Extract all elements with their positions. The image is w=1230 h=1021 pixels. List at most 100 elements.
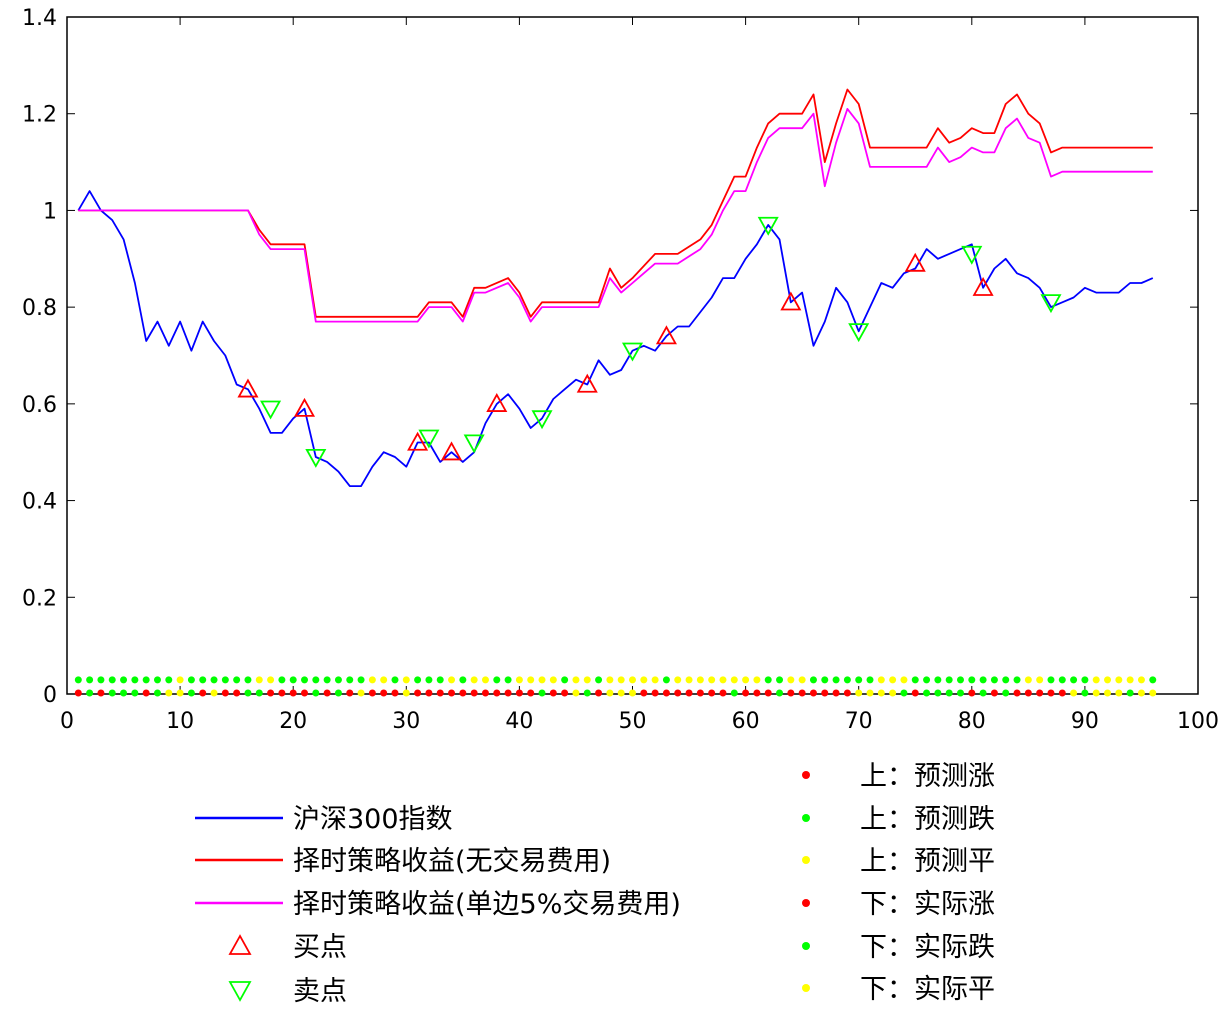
signal-dot-upper (108, 676, 116, 684)
signal-dot-upper (934, 676, 942, 684)
signal-dot-lower (1047, 689, 1055, 697)
signal-dot-upper (753, 676, 761, 684)
signal-dot-upper (1081, 676, 1089, 684)
y-tick-label: 1.2 (22, 103, 57, 128)
signal-dot-lower (357, 689, 365, 697)
signal-dot-upper (448, 676, 456, 684)
legend-label: 下：实际跌 (860, 932, 995, 963)
signal-dot-lower (968, 689, 976, 697)
legend-signal-dot (802, 984, 810, 992)
signal-dot-lower (504, 689, 512, 697)
signal-dot-lower (153, 689, 161, 697)
signal-dot-upper (504, 676, 512, 684)
signal-dot-lower (832, 689, 840, 697)
signal-dot-lower (74, 689, 82, 697)
signal-dot-upper (1070, 676, 1078, 684)
x-tick-label: 20 (279, 709, 307, 734)
signal-dot-upper (674, 676, 682, 684)
legend-label: 上：预测跌 (860, 804, 995, 835)
signal-dot-lower (255, 689, 263, 697)
signal-dot-lower (527, 689, 535, 697)
signal-dot-upper (74, 676, 82, 684)
signal-dot-upper (436, 676, 444, 684)
x-tick-label: 90 (1071, 709, 1099, 734)
buy-marker (486, 393, 508, 412)
sell-marker (621, 342, 644, 362)
signal-dot-upper (346, 676, 354, 684)
sell-marker (305, 448, 327, 468)
signal-dot-upper (617, 676, 625, 684)
signal-dot-upper (176, 676, 184, 684)
signal-dot-lower (696, 689, 704, 697)
signal-dot-lower (481, 689, 489, 697)
signal-dot-upper (787, 676, 795, 684)
x-tick-label: 10 (166, 709, 194, 734)
signal-dot-upper (776, 676, 784, 684)
signal-dot-upper (561, 676, 569, 684)
x-tick-label: 80 (958, 709, 986, 734)
signal-dot-lower (1137, 689, 1145, 697)
signal-dot-upper (968, 676, 976, 684)
signal-dot-lower (165, 689, 173, 697)
sell-marker (848, 323, 870, 343)
buy-marker (576, 373, 598, 393)
signal-dot-lower (979, 689, 987, 697)
legend-buy-marker (228, 934, 252, 955)
series-line-1 (77, 190, 1154, 488)
signal-dot-upper (425, 676, 433, 684)
signal-dot-upper (312, 676, 320, 684)
signal-dot-upper (572, 676, 580, 684)
legend-sell-marker (228, 981, 252, 1002)
signal-dot-lower (798, 689, 806, 697)
signal-dot-lower (459, 689, 467, 697)
signal-dot-upper (1036, 676, 1044, 684)
y-tick-label: 0.2 (22, 586, 57, 611)
signal-dot-upper (1104, 676, 1112, 684)
signal-dot-lower (1024, 689, 1032, 697)
signal-dot-upper (289, 676, 297, 684)
signal-dot-upper (301, 676, 309, 684)
series-line-2 (78, 88, 1153, 318)
legend-signal-dot (802, 814, 810, 822)
signal-dot-lower (244, 689, 252, 697)
signal-dot-lower (323, 689, 331, 697)
signal-dot-upper (131, 676, 139, 684)
signal-dot-lower (730, 689, 738, 697)
signal-dot-upper (866, 676, 874, 684)
signal-dot-lower (809, 689, 817, 697)
signal-dot-upper (945, 676, 953, 684)
y-tick-label: 0.4 (22, 490, 57, 515)
signal-dot-upper (877, 676, 885, 684)
signal-dot-lower (1002, 689, 1010, 697)
signal-dot-lower (233, 689, 241, 697)
signal-dot-lower (708, 689, 716, 697)
signal-dot-lower (402, 689, 410, 697)
signal-dot-upper (1002, 676, 1010, 684)
signal-dot-upper (255, 676, 263, 684)
x-tick-label: 70 (845, 709, 873, 734)
sell-marker (531, 410, 553, 430)
signal-dot-upper (719, 676, 727, 684)
x-tick-label: 30 (392, 709, 420, 734)
signal-dot-lower (210, 689, 218, 697)
x-tick-label: 0 (60, 709, 74, 734)
signal-dot-upper (210, 676, 218, 684)
signal-dot-upper (142, 676, 150, 684)
signal-dot-lower (1126, 689, 1134, 697)
signal-dot-upper (606, 676, 614, 684)
signal-dot-upper (481, 676, 489, 684)
signal-dot-lower (1149, 689, 1157, 697)
y-tick-label: 0 (43, 683, 57, 708)
signal-dot-upper (391, 676, 399, 684)
buy-marker (780, 291, 802, 311)
legend-signal-dot (802, 942, 810, 950)
signal-dot-upper (990, 676, 998, 684)
series-line-3 (78, 108, 1153, 323)
signal-dot-upper (764, 676, 772, 684)
axes: 0 10 20 30 40 50 60 70 80 90 100 0 0.2 0.4 0.6 0.8 1 1.2 1… (22, 6, 1219, 734)
signal-dot-lower (470, 689, 478, 697)
signal-dot-upper (527, 676, 535, 684)
signal-dot-lower (86, 689, 94, 697)
signal-dot-upper (1092, 676, 1100, 684)
signal-dot-lower (176, 689, 184, 697)
